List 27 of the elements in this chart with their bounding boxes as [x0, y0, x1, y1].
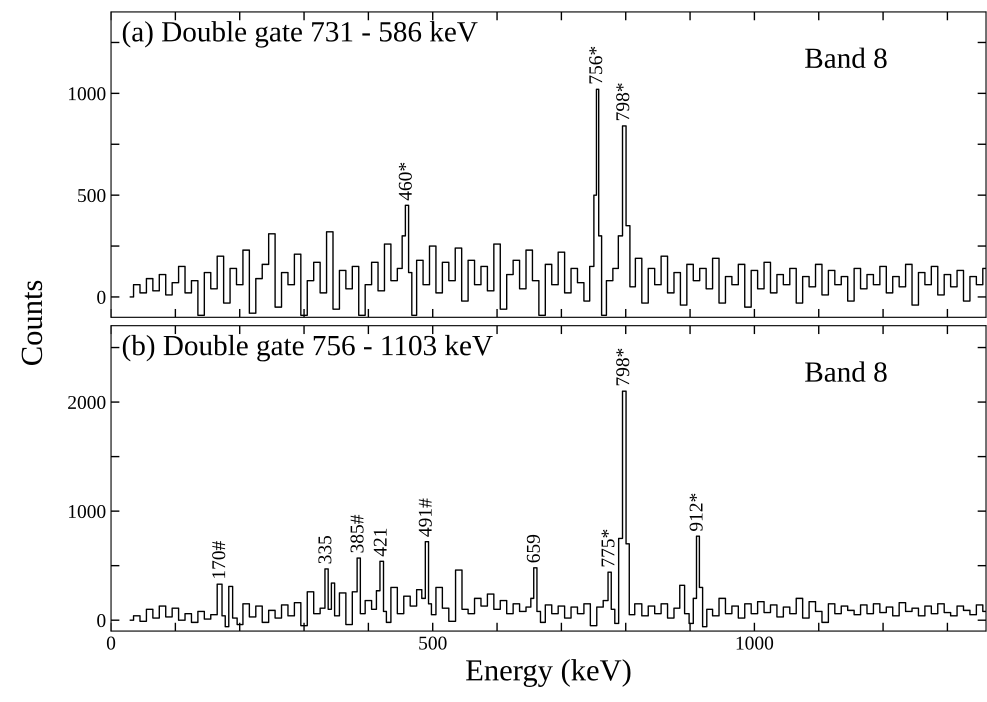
annotation: 798* [616, 83, 630, 120]
x-tick-label: 500 [419, 636, 447, 650]
chart-title: (a) Double gate 731 - 586 keV [122, 21, 478, 48]
chart-title: (b) Double gate 756 - 1103 keV [122, 334, 493, 362]
annotation: 385# [350, 514, 364, 553]
x-tick-label: 1000 [736, 636, 774, 650]
y-tick-label: 500 [78, 188, 106, 202]
annotation: 170# [212, 541, 226, 578]
annotation: 912* [690, 494, 703, 532]
y-tick-label: 0 [97, 290, 106, 304]
annotation: 421 [374, 528, 387, 556]
annotation: 335 [318, 536, 332, 564]
y-axis-title: Counts [22, 280, 42, 365]
x-axis-title: Energy (keV) [466, 659, 630, 687]
annotation: 659 [526, 534, 540, 562]
annotation: Band 8 [805, 361, 887, 382]
y-tick-label: 2000 [68, 396, 106, 410]
annotation: 491# [418, 498, 432, 537]
annotation: 798* [616, 348, 630, 386]
y-tick-label: 1000 [69, 87, 106, 100]
annotation: 460* [398, 162, 412, 200]
y-tick-label: 1000 [69, 504, 106, 518]
y-tick-label: 0 [97, 614, 106, 628]
x-tick-label: 0 [106, 636, 116, 650]
annotation: 756* [589, 46, 602, 84]
annotation: 775* [602, 530, 615, 566]
annotation: Band 8 [805, 48, 887, 68]
